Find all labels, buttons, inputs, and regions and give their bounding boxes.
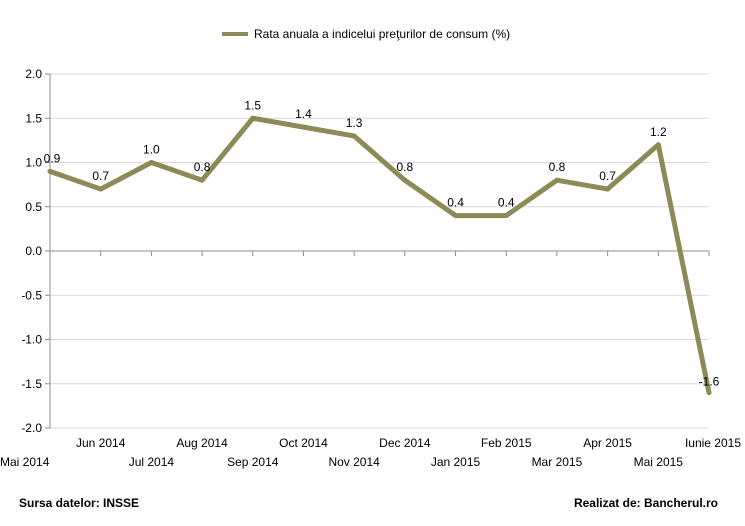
credit-note: Realizat de: Bancherul.ro	[573, 496, 718, 510]
data-label: 1.3	[346, 116, 363, 130]
source-note: Sursa datelor: INSSE	[19, 496, 140, 510]
data-label: 0.7	[92, 169, 109, 183]
data-point	[453, 213, 459, 219]
x-tick-label: Mar 2015	[532, 455, 583, 469]
x-tick-label: Sep 2014	[227, 455, 279, 469]
data-label: 0.7	[599, 169, 616, 183]
data-label: 0.4	[447, 196, 464, 210]
data-label: -1.6	[699, 375, 720, 389]
data-point	[250, 115, 256, 121]
legend: Rata anuala a indicelui preţurilor de co…	[222, 26, 510, 42]
y-tick-label: 0.0	[25, 244, 42, 258]
data-point	[655, 142, 661, 148]
x-tick-label: Aug 2014	[176, 436, 228, 450]
data-labels: 0.9 0.7 1.0 0.8 1.5 1.4 1.3 0.8 0.4 0.4 0.8 0.7 1.2 -…	[44, 98, 720, 388]
y-tick-label: 1.0	[25, 156, 42, 170]
y-tick-label: -0.5	[21, 288, 42, 302]
x-tick-label: Iunie 2015	[685, 436, 741, 450]
y-tick-label: -1.0	[21, 333, 42, 347]
data-point	[300, 124, 306, 130]
legend-label: Rata anuala a indicelui preţurilor de co…	[254, 27, 511, 41]
y-tick-label: -2.0	[21, 421, 42, 435]
data-point	[554, 177, 560, 183]
data-point	[148, 160, 154, 165]
x-tick-label: Jun 2014	[76, 436, 126, 450]
x-tick-label: Nov 2014	[328, 455, 380, 469]
data-point	[605, 186, 611, 192]
data-label: 1.4	[295, 107, 312, 121]
data-label: 0.4	[498, 196, 515, 210]
y-tick-label: 1.5	[25, 111, 42, 125]
data-label: 0.8	[549, 160, 566, 174]
data-point	[98, 186, 104, 192]
data-point	[706, 390, 712, 396]
y-tick-label: 0.5	[25, 200, 42, 214]
x-tick-label: Oct 2014	[279, 436, 328, 450]
series-line	[47, 115, 712, 396]
data-label: 0.8	[194, 160, 211, 174]
x-tick-label: Dec 2014	[379, 436, 431, 450]
x-tick-label: Mai 2014	[0, 455, 50, 469]
x-tick-label: Feb 2015	[481, 436, 532, 450]
x-tick-label: Mai 2015	[634, 455, 684, 469]
data-point	[47, 168, 53, 174]
data-label: 1.0	[143, 143, 160, 157]
data-point	[402, 177, 408, 183]
y-tick-label: -1.5	[21, 377, 42, 391]
data-point	[351, 133, 357, 139]
data-label: 1.5	[244, 98, 261, 112]
y-axis-ticks: 2.0 1.5 1.0 0.5 0.0 -0.5 -1.0 -1.5 -2.0	[21, 67, 42, 435]
data-point	[503, 213, 509, 219]
x-tick-label: Jan 2015	[431, 455, 481, 469]
data-label: 0.9	[44, 151, 61, 165]
data-label: 1.2	[650, 125, 667, 139]
series-group	[47, 115, 712, 396]
data-label: 0.8	[397, 160, 414, 174]
x-tick-label: Jul 2014	[129, 455, 175, 469]
axes	[45, 73, 710, 429]
x-tick-label: Apr 2015	[583, 436, 632, 450]
data-point	[199, 177, 205, 183]
legend-swatch	[222, 32, 248, 36]
y-tick-label: 2.0	[25, 67, 42, 81]
